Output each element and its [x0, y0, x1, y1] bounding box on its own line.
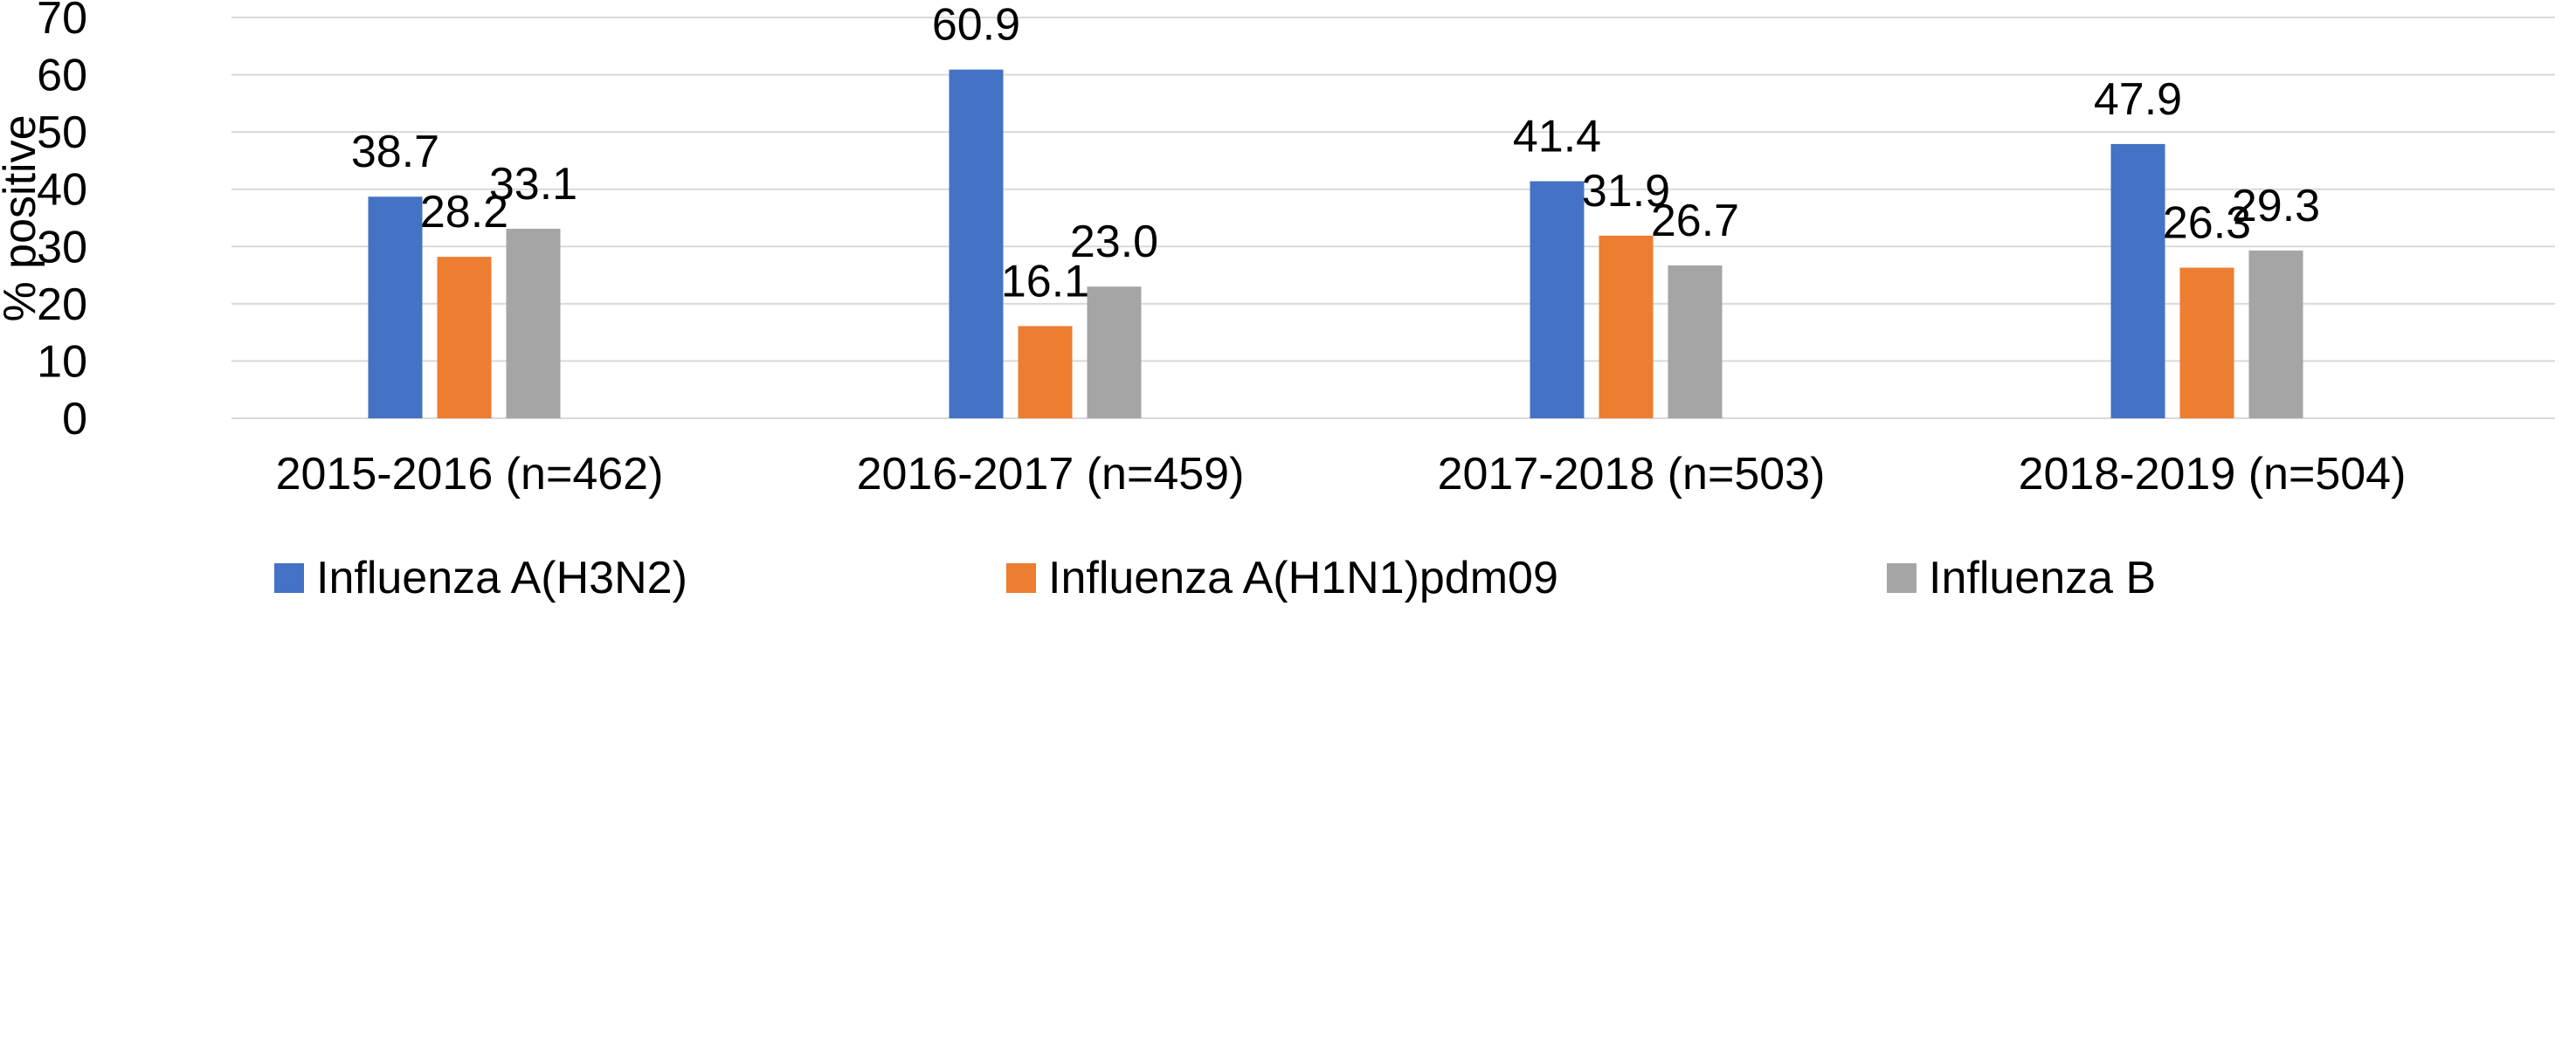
y-tick-label: 60 — [37, 51, 87, 101]
legend-label: Influenza A(H3N2) — [316, 553, 687, 603]
y-tick-label: 0 — [62, 394, 87, 444]
gridlines — [231, 17, 2555, 419]
data-label: 47.9 — [2094, 74, 2182, 125]
y-tick-label: 20 — [37, 279, 87, 330]
legend-label: Influenza B — [1929, 553, 2156, 603]
legend-swatch — [1887, 563, 1916, 593]
x-axis-ticks: 2015-2016 (n=462) 2016-2017 (n=459) 2017-2… — [276, 449, 2407, 499]
bar-influenza-a-h3n2--3 — [2110, 143, 2165, 419]
y-tick-label: 10 — [37, 336, 87, 387]
legend: Influenza A(H3N2) Influenza A(H1N1)pdm09 I… — [274, 553, 2156, 603]
data-labels: 38.7 28.233.1 60.9 16.123.0 41.431.926.7 47.9… — [351, 0, 2320, 307]
bar-influenza-a-h3n2--1 — [949, 69, 1004, 419]
legend-label: Influenza A(H1N1)pdm09 — [1048, 553, 1558, 603]
y-tick-label: 30 — [37, 222, 87, 272]
data-label: 41.4 — [1513, 112, 1601, 162]
data-label: 28.2 — [420, 187, 508, 238]
bar-influenza-a-h3n2--0 — [368, 196, 423, 418]
data-label: 26.7 — [1651, 196, 1739, 246]
x-tick-label: 2017-2018 (n=503) — [1438, 449, 1826, 499]
bars — [368, 69, 2303, 419]
data-label: 29.3 — [2232, 181, 2320, 231]
data-label: 16.1 — [1001, 256, 1089, 307]
x-tick-label: 2015-2016 (n=462) — [276, 449, 664, 499]
bar-influenza-b-2 — [1668, 265, 1723, 418]
data-label: 31.9 — [1582, 166, 1670, 217]
x-tick-label: 2016-2017 (n=459) — [857, 449, 1245, 499]
y-tick-label: 40 — [37, 165, 87, 216]
data-label: 60.9 — [932, 0, 1020, 51]
bar-influenza-b-3 — [2248, 250, 2303, 418]
data-label: 26.3 — [2163, 198, 2251, 249]
data-label: 23.0 — [1070, 217, 1158, 267]
bar-influenza-a-h1n1-pdm09-0 — [437, 257, 492, 418]
data-label: 38.7 — [351, 127, 439, 177]
bar-influenza-b-0 — [506, 228, 561, 418]
bar-influenza-b-1 — [1087, 286, 1142, 418]
bar-influenza-a-h1n1-pdm09-2 — [1599, 235, 1654, 418]
bar-influenza-a-h1n1-pdm09-3 — [2179, 267, 2234, 418]
bar-influenza-a-h3n2--2 — [1530, 181, 1585, 418]
legend-swatch — [274, 563, 304, 593]
y-axis-ticks: 0 10 20 30 40 50 60 70 — [37, 0, 87, 444]
x-tick-label: 2018-2019 (n=504) — [2019, 449, 2407, 499]
bar-influenza-a-h1n1-pdm09-1 — [1018, 326, 1073, 418]
legend-swatch — [1006, 563, 1036, 593]
y-tick-label: 70 — [37, 0, 87, 44]
y-tick-label: 50 — [37, 107, 87, 158]
y-axis-title: % positive — [0, 115, 45, 322]
data-label: 33.1 — [489, 159, 577, 210]
